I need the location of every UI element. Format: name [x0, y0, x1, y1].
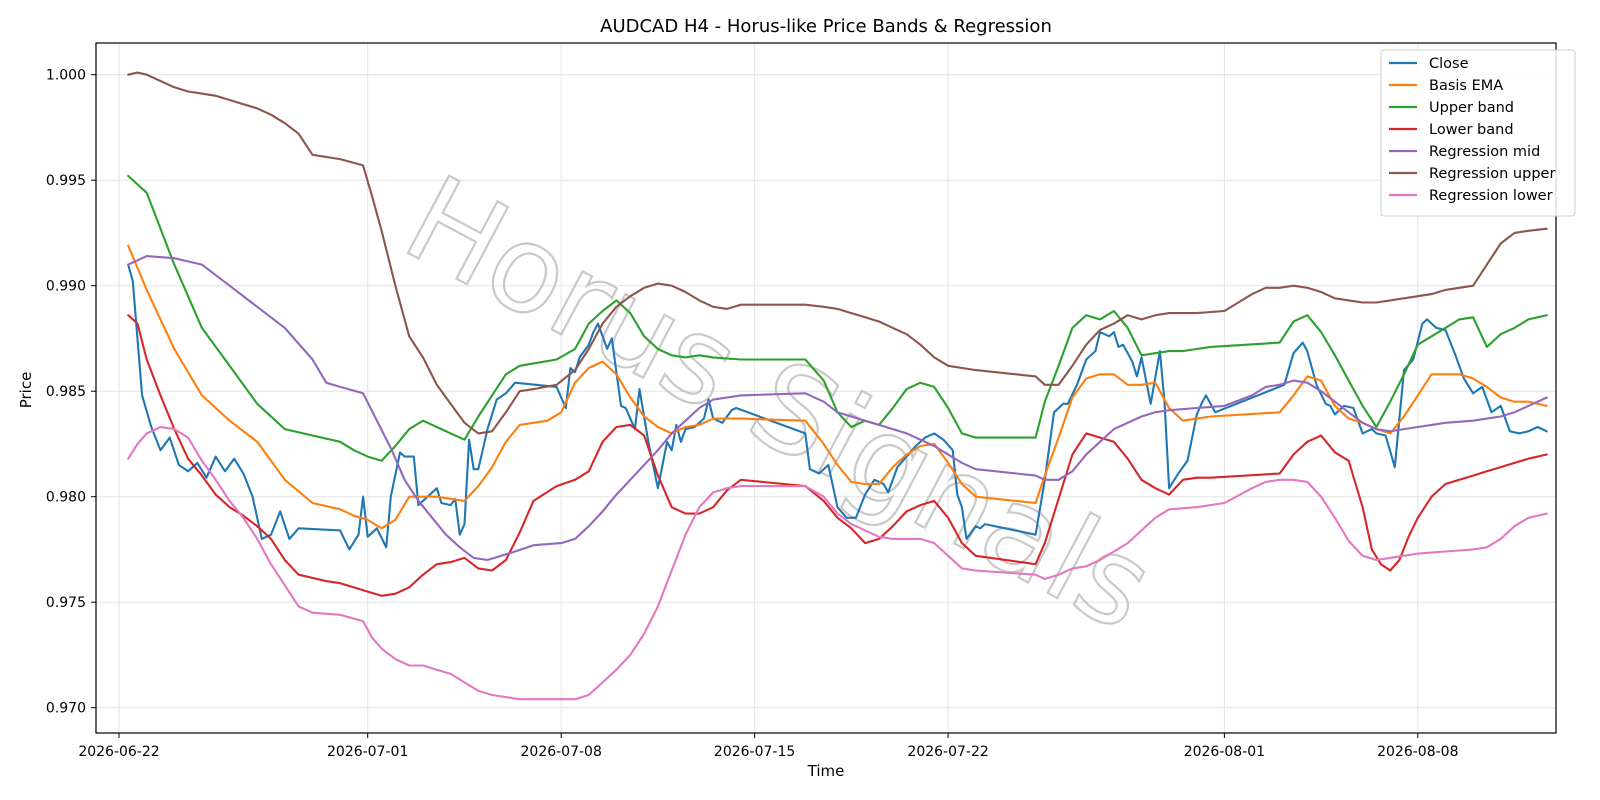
y-tick-label: 0.970 [46, 701, 86, 717]
series-line-regression-mid [127, 255, 1548, 562]
x-tick-label: 2026-07-08 [521, 744, 602, 760]
x-axis-label: Time [807, 762, 845, 780]
x-tick-label: 2026-07-22 [907, 744, 988, 760]
legend-label: Basis EMA [1429, 78, 1503, 94]
legend-label: Close [1429, 56, 1469, 72]
y-axis: 0.970 0.975 0.980 0.985 0.990 0.995 1.000 [46, 68, 96, 717]
x-tick-label: 2026-07-15 [714, 744, 795, 760]
series-line-close [127, 263, 1548, 551]
legend-box [1380, 49, 1576, 217]
y-tick-label: 0.990 [46, 279, 86, 295]
y-tick-label: 0.985 [46, 384, 86, 400]
x-tick-label: 2026-07-01 [327, 744, 408, 760]
grid [96, 43, 1556, 733]
legend-label: Regression mid [1429, 144, 1540, 160]
series-line-lower-band [127, 314, 1548, 597]
legend-label: Upper band [1429, 100, 1514, 116]
x-axis: 2026-06-22 2026-07-01 2026-07-08 2026-07-15… [78, 733, 1458, 760]
y-tick-label: 0.980 [46, 490, 86, 506]
series-line-upper-band [127, 174, 1548, 462]
legend: Close Basis EMA Upper band Lower band Regres… [1380, 49, 1576, 217]
series-line-basis-ema [127, 244, 1548, 530]
y-tick-label: 0.995 [46, 173, 86, 189]
legend-label: Lower band [1429, 122, 1514, 138]
legend-label: Regression lower [1429, 188, 1553, 204]
y-axis-label: Price [17, 372, 35, 409]
x-tick-label: 2026-08-08 [1377, 744, 1458, 760]
x-tick-label: 2026-06-22 [78, 744, 159, 760]
legend-label: Regression upper [1429, 166, 1555, 182]
plot-area-frame [95, 42, 1557, 734]
y-tick-label: 0.975 [46, 595, 86, 611]
series-line-regression-lower [127, 425, 1548, 701]
chart-title: AUDCAD H4 - Horus-like Price Bands & Reg… [600, 16, 1052, 37]
y-tick-label: 1.000 [46, 68, 86, 84]
series-line-regression-upper [127, 71, 1548, 435]
x-tick-label: 2026-08-01 [1184, 744, 1265, 760]
series-layer [127, 71, 1548, 701]
